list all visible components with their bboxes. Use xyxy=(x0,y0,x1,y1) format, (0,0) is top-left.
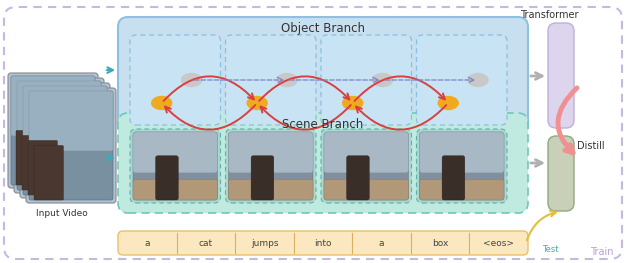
FancyBboxPatch shape xyxy=(324,132,408,200)
FancyBboxPatch shape xyxy=(16,130,45,185)
FancyBboxPatch shape xyxy=(324,180,408,200)
FancyBboxPatch shape xyxy=(417,35,507,125)
FancyArrowPatch shape xyxy=(527,211,556,240)
FancyBboxPatch shape xyxy=(321,129,412,203)
FancyArrowPatch shape xyxy=(558,88,577,153)
FancyBboxPatch shape xyxy=(442,156,465,200)
FancyBboxPatch shape xyxy=(347,156,369,200)
Ellipse shape xyxy=(438,97,458,109)
FancyBboxPatch shape xyxy=(34,145,63,200)
FancyBboxPatch shape xyxy=(324,132,408,173)
FancyBboxPatch shape xyxy=(417,129,507,203)
FancyBboxPatch shape xyxy=(133,132,218,173)
Text: Test: Test xyxy=(541,245,558,254)
FancyBboxPatch shape xyxy=(419,132,504,173)
Text: a: a xyxy=(145,239,150,247)
FancyBboxPatch shape xyxy=(118,113,528,213)
Ellipse shape xyxy=(468,73,488,87)
FancyBboxPatch shape xyxy=(28,140,58,195)
FancyBboxPatch shape xyxy=(22,135,51,190)
FancyBboxPatch shape xyxy=(228,132,313,200)
FancyBboxPatch shape xyxy=(419,180,504,200)
FancyBboxPatch shape xyxy=(228,132,313,173)
FancyBboxPatch shape xyxy=(225,35,316,125)
FancyBboxPatch shape xyxy=(14,78,104,193)
Ellipse shape xyxy=(247,97,267,109)
FancyBboxPatch shape xyxy=(26,88,116,203)
FancyBboxPatch shape xyxy=(133,132,218,200)
Text: a: a xyxy=(379,239,385,247)
Text: Input Video: Input Video xyxy=(36,209,88,218)
Ellipse shape xyxy=(342,97,363,109)
FancyBboxPatch shape xyxy=(17,81,101,141)
FancyBboxPatch shape xyxy=(548,136,574,211)
FancyBboxPatch shape xyxy=(11,76,95,136)
FancyBboxPatch shape xyxy=(228,180,313,200)
Ellipse shape xyxy=(277,73,297,87)
Text: Object Branch: Object Branch xyxy=(281,22,365,35)
FancyBboxPatch shape xyxy=(130,35,221,125)
FancyBboxPatch shape xyxy=(118,17,528,135)
FancyBboxPatch shape xyxy=(156,156,179,200)
FancyBboxPatch shape xyxy=(23,86,107,146)
FancyBboxPatch shape xyxy=(11,76,95,185)
FancyBboxPatch shape xyxy=(23,86,107,195)
FancyBboxPatch shape xyxy=(130,129,221,203)
Text: Train: Train xyxy=(590,247,614,257)
Text: Scene Branch: Scene Branch xyxy=(282,118,364,131)
Ellipse shape xyxy=(372,73,392,87)
FancyBboxPatch shape xyxy=(17,81,101,190)
FancyBboxPatch shape xyxy=(118,231,528,255)
Text: cat: cat xyxy=(199,239,213,247)
Ellipse shape xyxy=(152,97,172,109)
FancyBboxPatch shape xyxy=(419,132,504,200)
Text: Distill: Distill xyxy=(577,141,605,151)
Text: into: into xyxy=(314,239,332,247)
Text: <eos>: <eos> xyxy=(483,239,514,247)
Ellipse shape xyxy=(182,73,202,87)
Text: box: box xyxy=(432,239,449,247)
FancyBboxPatch shape xyxy=(133,180,218,200)
FancyBboxPatch shape xyxy=(29,91,113,151)
Text: Transformer: Transformer xyxy=(520,10,579,20)
FancyBboxPatch shape xyxy=(548,23,574,128)
FancyBboxPatch shape xyxy=(321,35,412,125)
FancyBboxPatch shape xyxy=(225,129,316,203)
FancyBboxPatch shape xyxy=(29,91,113,200)
Text: jumps: jumps xyxy=(251,239,278,247)
FancyBboxPatch shape xyxy=(251,156,274,200)
FancyBboxPatch shape xyxy=(20,83,110,198)
FancyBboxPatch shape xyxy=(8,73,98,188)
